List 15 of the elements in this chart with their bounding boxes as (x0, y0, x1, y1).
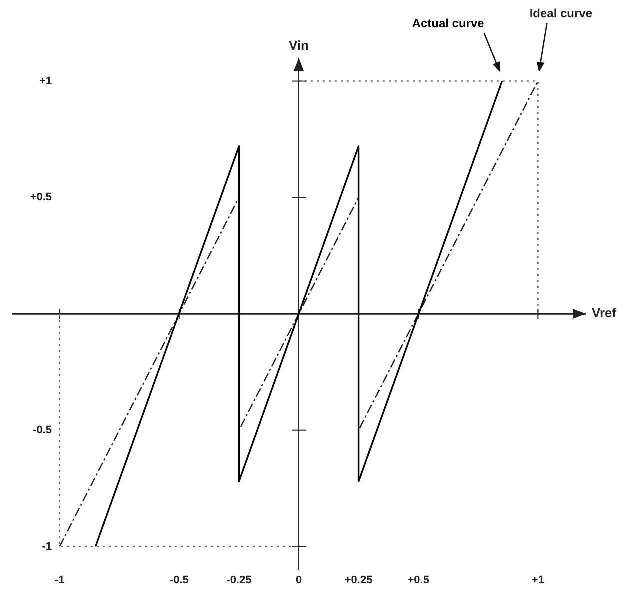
x-axis-title: Vref (592, 306, 618, 321)
x-tick-label: +0.5 (408, 574, 430, 587)
text: Ideal curve (530, 6, 593, 21)
y-axis-title: Vin (289, 38, 310, 54)
y-tick-label: +1 (39, 75, 52, 88)
y-tick-label: +0.5 (30, 192, 52, 204)
text: Actual curve (412, 16, 485, 31)
x-tick-label: +1 (532, 574, 544, 587)
x-tick-label: -0.25 (226, 574, 252, 587)
x-tick-label: -1 (54, 574, 65, 587)
x-tick-label: 0 (296, 574, 302, 587)
x-tick-label: +0.25 (344, 574, 373, 587)
y-tick-label: -0.5 (33, 424, 52, 436)
y-tick-label: -1 (42, 540, 52, 553)
x-tick-label: -0.5 (170, 574, 189, 587)
